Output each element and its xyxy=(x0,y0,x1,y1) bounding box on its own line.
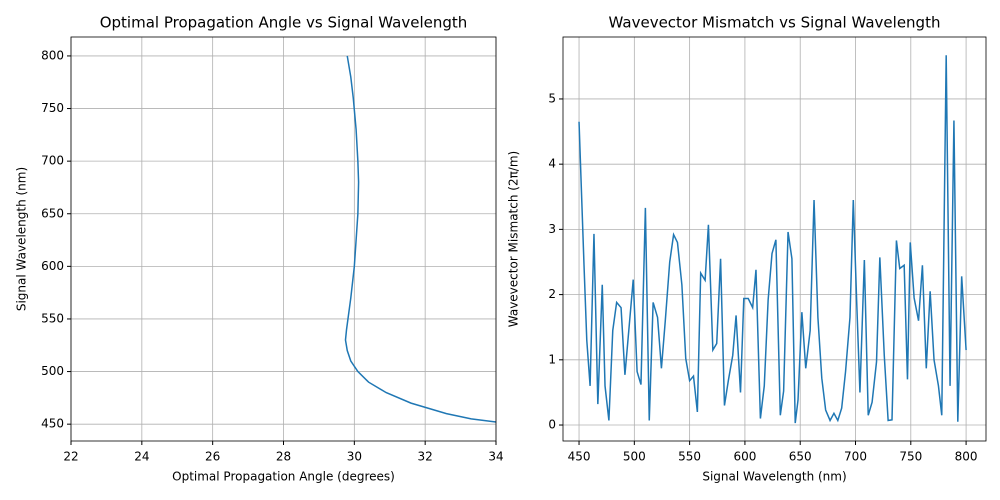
y-axis-label: Wavevector Mismatch (2π/m) xyxy=(507,151,521,327)
y-tick-label: 4 xyxy=(548,157,556,171)
x-axis-label: Optimal Propagation Angle (degrees) xyxy=(172,470,395,484)
x-tick-label: 700 xyxy=(844,450,867,464)
axes-frame xyxy=(562,36,987,442)
y-tick-label: 500 xyxy=(41,364,64,378)
y-axis-label: Signal Wavelength (nm) xyxy=(15,167,29,311)
x-tick-label: 500 xyxy=(623,450,646,464)
y-tick-label: 1 xyxy=(548,352,556,366)
y-tick-label: 450 xyxy=(41,417,64,431)
y-tick-label: 3 xyxy=(548,222,556,236)
x-tick-label: 30 xyxy=(347,450,362,464)
x-tick-label: 24 xyxy=(134,450,149,464)
subplot: 450 500 550 600 650 700 750 800 0 1 2 3 4 5 Wavevector… xyxy=(507,14,987,484)
y-tick-label: 800 xyxy=(41,48,64,62)
x-axis-label: Signal Wavelength (nm) xyxy=(702,470,846,484)
y-tick-label: 750 xyxy=(41,101,64,115)
line xyxy=(344,55,496,423)
y-tick-label: 5 xyxy=(548,91,556,105)
x-tick-label: 750 xyxy=(899,450,922,464)
x-tick-label: 32 xyxy=(418,450,433,464)
x-tick-label: 600 xyxy=(733,450,756,464)
x-tick-label: 800 xyxy=(955,450,978,464)
axes-frame xyxy=(70,36,497,442)
y-tick-label: 550 xyxy=(41,311,64,325)
subplot: 22 24 26 28 30 32 34 450 500 550 600 650 700 750 800 Op… xyxy=(15,14,504,484)
y-tick-label: 700 xyxy=(41,154,64,168)
y-tick-label: 600 xyxy=(41,259,64,273)
x-tick-label: 34 xyxy=(488,450,503,464)
chart-title: Wavevector Mismatch vs Signal Wavelength xyxy=(609,14,941,32)
x-tick-label: 28 xyxy=(276,450,291,464)
x-tick-label: 650 xyxy=(789,450,812,464)
y-tick-label: 650 xyxy=(41,206,64,220)
chart-title: Optimal Propagation Angle vs Signal Wave… xyxy=(100,14,468,32)
x-tick-label: 22 xyxy=(63,450,78,464)
y-tick-label: 0 xyxy=(548,418,556,432)
x-tick-label: 450 xyxy=(568,450,591,464)
x-tick-label: 550 xyxy=(678,450,701,464)
line xyxy=(578,55,967,424)
x-tick-label: 26 xyxy=(205,450,220,464)
y-tick-label: 2 xyxy=(548,287,556,301)
